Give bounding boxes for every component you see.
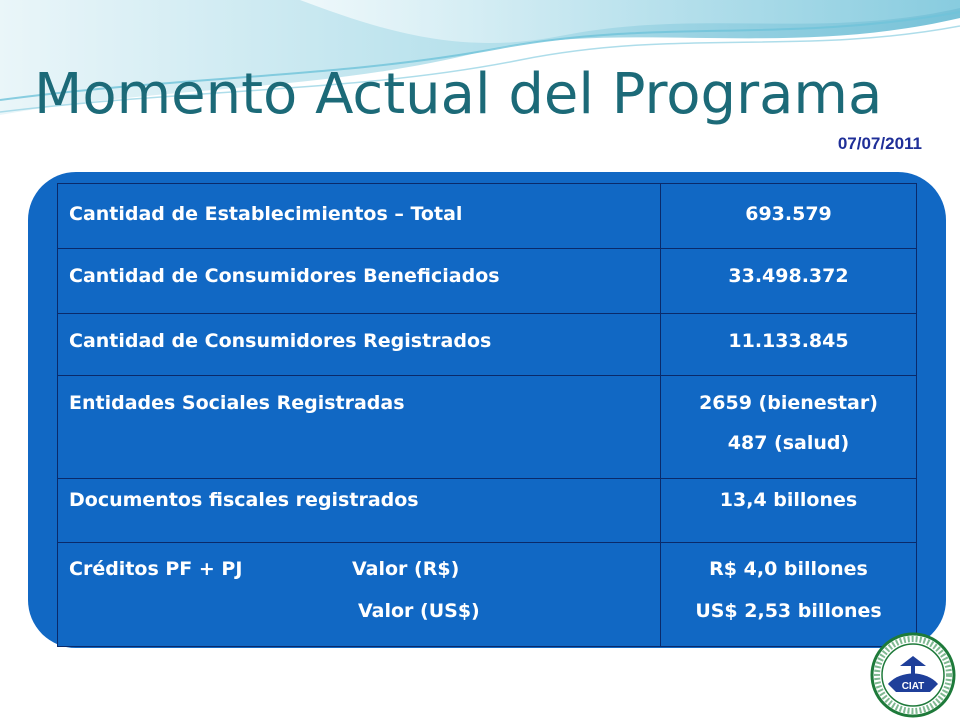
table-row: Cantidad de Establecimientos – Total 693…	[57, 182, 917, 250]
table-row: Créditos PF + PJ Valor (R$) Valor (US$) R…	[57, 541, 917, 648]
row-label-establishments: Cantidad de Establecimientos – Total	[57, 182, 661, 250]
row-label-beneficiaries: Cantidad de Consumidores Beneficiados	[57, 248, 661, 314]
row-value-beneficiaries: 33.498.372	[660, 248, 917, 314]
row-label-social-entities: Entidades Sociales Registradas	[57, 374, 661, 480]
row-value-fiscal-documents: 13,4 billones	[660, 478, 917, 543]
row-label-credits: Créditos PF + PJ Valor (R$) Valor (US$)	[57, 541, 661, 648]
seal-logo-icon: CIAT	[870, 632, 956, 718]
row-value-establishments: 693.579	[660, 182, 917, 250]
credits-sublabel-usd: Valor (US$)	[358, 599, 480, 622]
slide-date: 07/07/2011	[837, 134, 922, 153]
row-value-credits: R$ 4,0 billones US$ 2,53 billones	[660, 541, 917, 648]
table-row: Entidades Sociales Registradas 2659 (bie…	[57, 374, 917, 480]
table-row: Cantidad de Consumidores Registrados 11.…	[57, 312, 917, 376]
header-wave-decoration	[0, 0, 960, 115]
row-label-fiscal-documents: Documentos fiscales registrados	[57, 478, 661, 543]
row-value-social-entities: 2659 (bienestar) 487 (salud)	[660, 374, 917, 480]
credits-label: Créditos PF + PJ	[69, 557, 243, 580]
logo-text: CIAT	[902, 681, 925, 692]
row-label-registered-consumers: Cantidad de Consumidores Registrados	[57, 312, 661, 376]
table-row: Cantidad de Consumidores Beneficiados 33…	[57, 248, 917, 314]
row-value-registered-consumers: 11.133.845	[660, 312, 917, 376]
program-stats-table: Cantidad de Establecimientos – Total 693…	[57, 182, 917, 648]
credits-sublabel-brl: Valor (R$)	[352, 557, 460, 580]
table-row: Documentos fiscales registrados 13,4 bil…	[57, 478, 917, 543]
page-title: Momento Actual del Programa	[34, 62, 883, 127]
